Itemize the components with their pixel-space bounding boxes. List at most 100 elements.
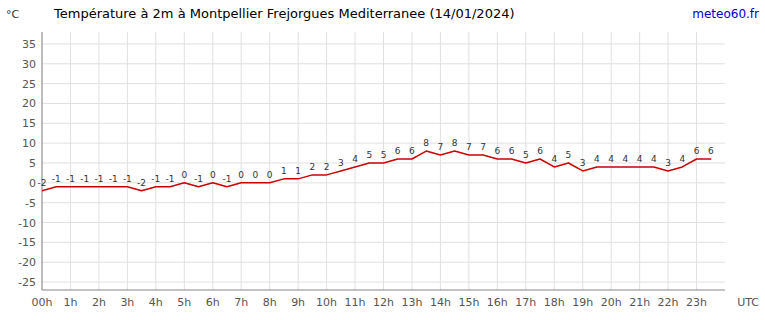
data-label: 6 (409, 146, 415, 156)
y-axis-label: °C (6, 8, 20, 21)
x-tick-label: 21h (629, 296, 650, 309)
data-label: 6 (694, 146, 700, 156)
data-label: 4 (637, 154, 643, 164)
data-label: -1 (66, 174, 75, 184)
x-tick-label: 8h (263, 296, 277, 309)
data-label: 8 (423, 138, 429, 148)
data-label: 6 (494, 146, 500, 156)
title: Température à 2m à Montpellier Frejorgue… (53, 6, 515, 21)
data-label: 2 (309, 162, 315, 172)
y-tick-label: 10 (22, 137, 36, 150)
data-label: -1 (94, 174, 103, 184)
data-label: 2 (324, 162, 330, 172)
grid-line (269, 32, 270, 290)
data-label: -1 (151, 174, 160, 184)
y-tick-label: 15 (22, 117, 36, 130)
grid-line (383, 32, 384, 290)
data-label: 3 (665, 158, 671, 168)
x-tick-label: 7h (234, 296, 248, 309)
data-label: -1 (166, 174, 175, 184)
data-label: 6 (509, 146, 515, 156)
data-label: 0 (267, 170, 273, 180)
data-labels: -2-1-1-1-1-1-1-2-1-10-10-100011223455668… (38, 138, 714, 188)
data-label: 4 (594, 154, 600, 164)
x-tick-label: 9h (291, 296, 305, 309)
data-label: 4 (352, 154, 358, 164)
grid-line (298, 32, 299, 290)
x-tick-label: 19h (572, 296, 593, 309)
grid-line (98, 32, 99, 290)
data-label: 4 (551, 154, 557, 164)
data-label: 5 (366, 150, 372, 160)
data-label: 4 (679, 154, 685, 164)
grid-line (70, 32, 71, 290)
grid-line (127, 32, 128, 290)
grid-line (497, 32, 498, 290)
y-tick-label: 20 (22, 97, 36, 110)
data-label: 5 (523, 150, 529, 160)
data-label: -2 (38, 178, 47, 188)
data-label: 4 (651, 154, 657, 164)
x-tick-label: 23h (686, 296, 707, 309)
temperature-line (42, 151, 711, 191)
x-tick-label: 00h (32, 296, 53, 309)
x-tick-label: 3h (120, 296, 134, 309)
y-tick-label: 35 (22, 38, 36, 51)
x-tick-label: 4h (149, 296, 163, 309)
data-label: 8 (452, 138, 458, 148)
plot-area (42, 151, 711, 191)
grid-line (525, 32, 526, 290)
data-label: 7 (466, 142, 472, 152)
x-axis-label: UTC (737, 296, 759, 309)
chart: -25-20-15-10-50510152025303500h1h2h3h4h5… (0, 0, 765, 320)
data-label: 4 (608, 154, 614, 164)
watermark: meteo60.fr (692, 7, 759, 21)
data-label: 1 (295, 166, 301, 176)
y-tick-label: 25 (22, 78, 36, 91)
y-tick-label: -20 (18, 256, 36, 269)
data-label: -1 (80, 174, 89, 184)
y-tick-label: -5 (25, 197, 36, 210)
grid-line (42, 32, 43, 290)
x-tick-label: 17h (515, 296, 536, 309)
x-tick-label: 13h (401, 296, 422, 309)
x-tick-label: 20h (601, 296, 622, 309)
x-tick-label: 22h (658, 296, 679, 309)
grid-line (155, 32, 156, 290)
x-tick-label: 18h (544, 296, 565, 309)
data-label: -1 (52, 174, 61, 184)
data-label: 4 (623, 154, 629, 164)
x-tick-label: 15h (458, 296, 479, 309)
data-label: -1 (123, 174, 132, 184)
data-label: 0 (181, 170, 187, 180)
data-label: 6 (395, 146, 401, 156)
x-tick-label: 14h (430, 296, 451, 309)
data-label: 1 (281, 166, 287, 176)
y-tick-label: -25 (18, 276, 36, 289)
data-label: 6 (708, 146, 714, 156)
data-label: -1 (222, 174, 231, 184)
grid-line (440, 32, 441, 290)
grid-line (184, 32, 185, 290)
data-label: 5 (566, 150, 572, 160)
tick-labels: -25-20-15-10-50510152025303500h1h2h3h4h5… (18, 38, 707, 309)
data-label: 0 (210, 170, 216, 180)
grid-line (212, 32, 213, 290)
x-axis (42, 290, 725, 291)
data-label: -1 (194, 174, 203, 184)
x-tick-label: 2h (92, 296, 106, 309)
x-tick-label: 6h (206, 296, 220, 309)
data-label: -1 (109, 174, 118, 184)
data-label: 7 (438, 142, 444, 152)
y-axis (42, 32, 43, 290)
y-tick-label: -15 (18, 236, 36, 249)
grid-line (241, 32, 242, 290)
x-tick-label: 16h (487, 296, 508, 309)
grid (42, 32, 725, 290)
y-tick-label: 5 (29, 157, 36, 170)
x-tick-label: 11h (345, 296, 366, 309)
y-tick-label: -10 (18, 217, 36, 230)
data-label: -2 (137, 178, 146, 188)
data-label: 3 (338, 158, 344, 168)
data-label: 5 (381, 150, 387, 160)
